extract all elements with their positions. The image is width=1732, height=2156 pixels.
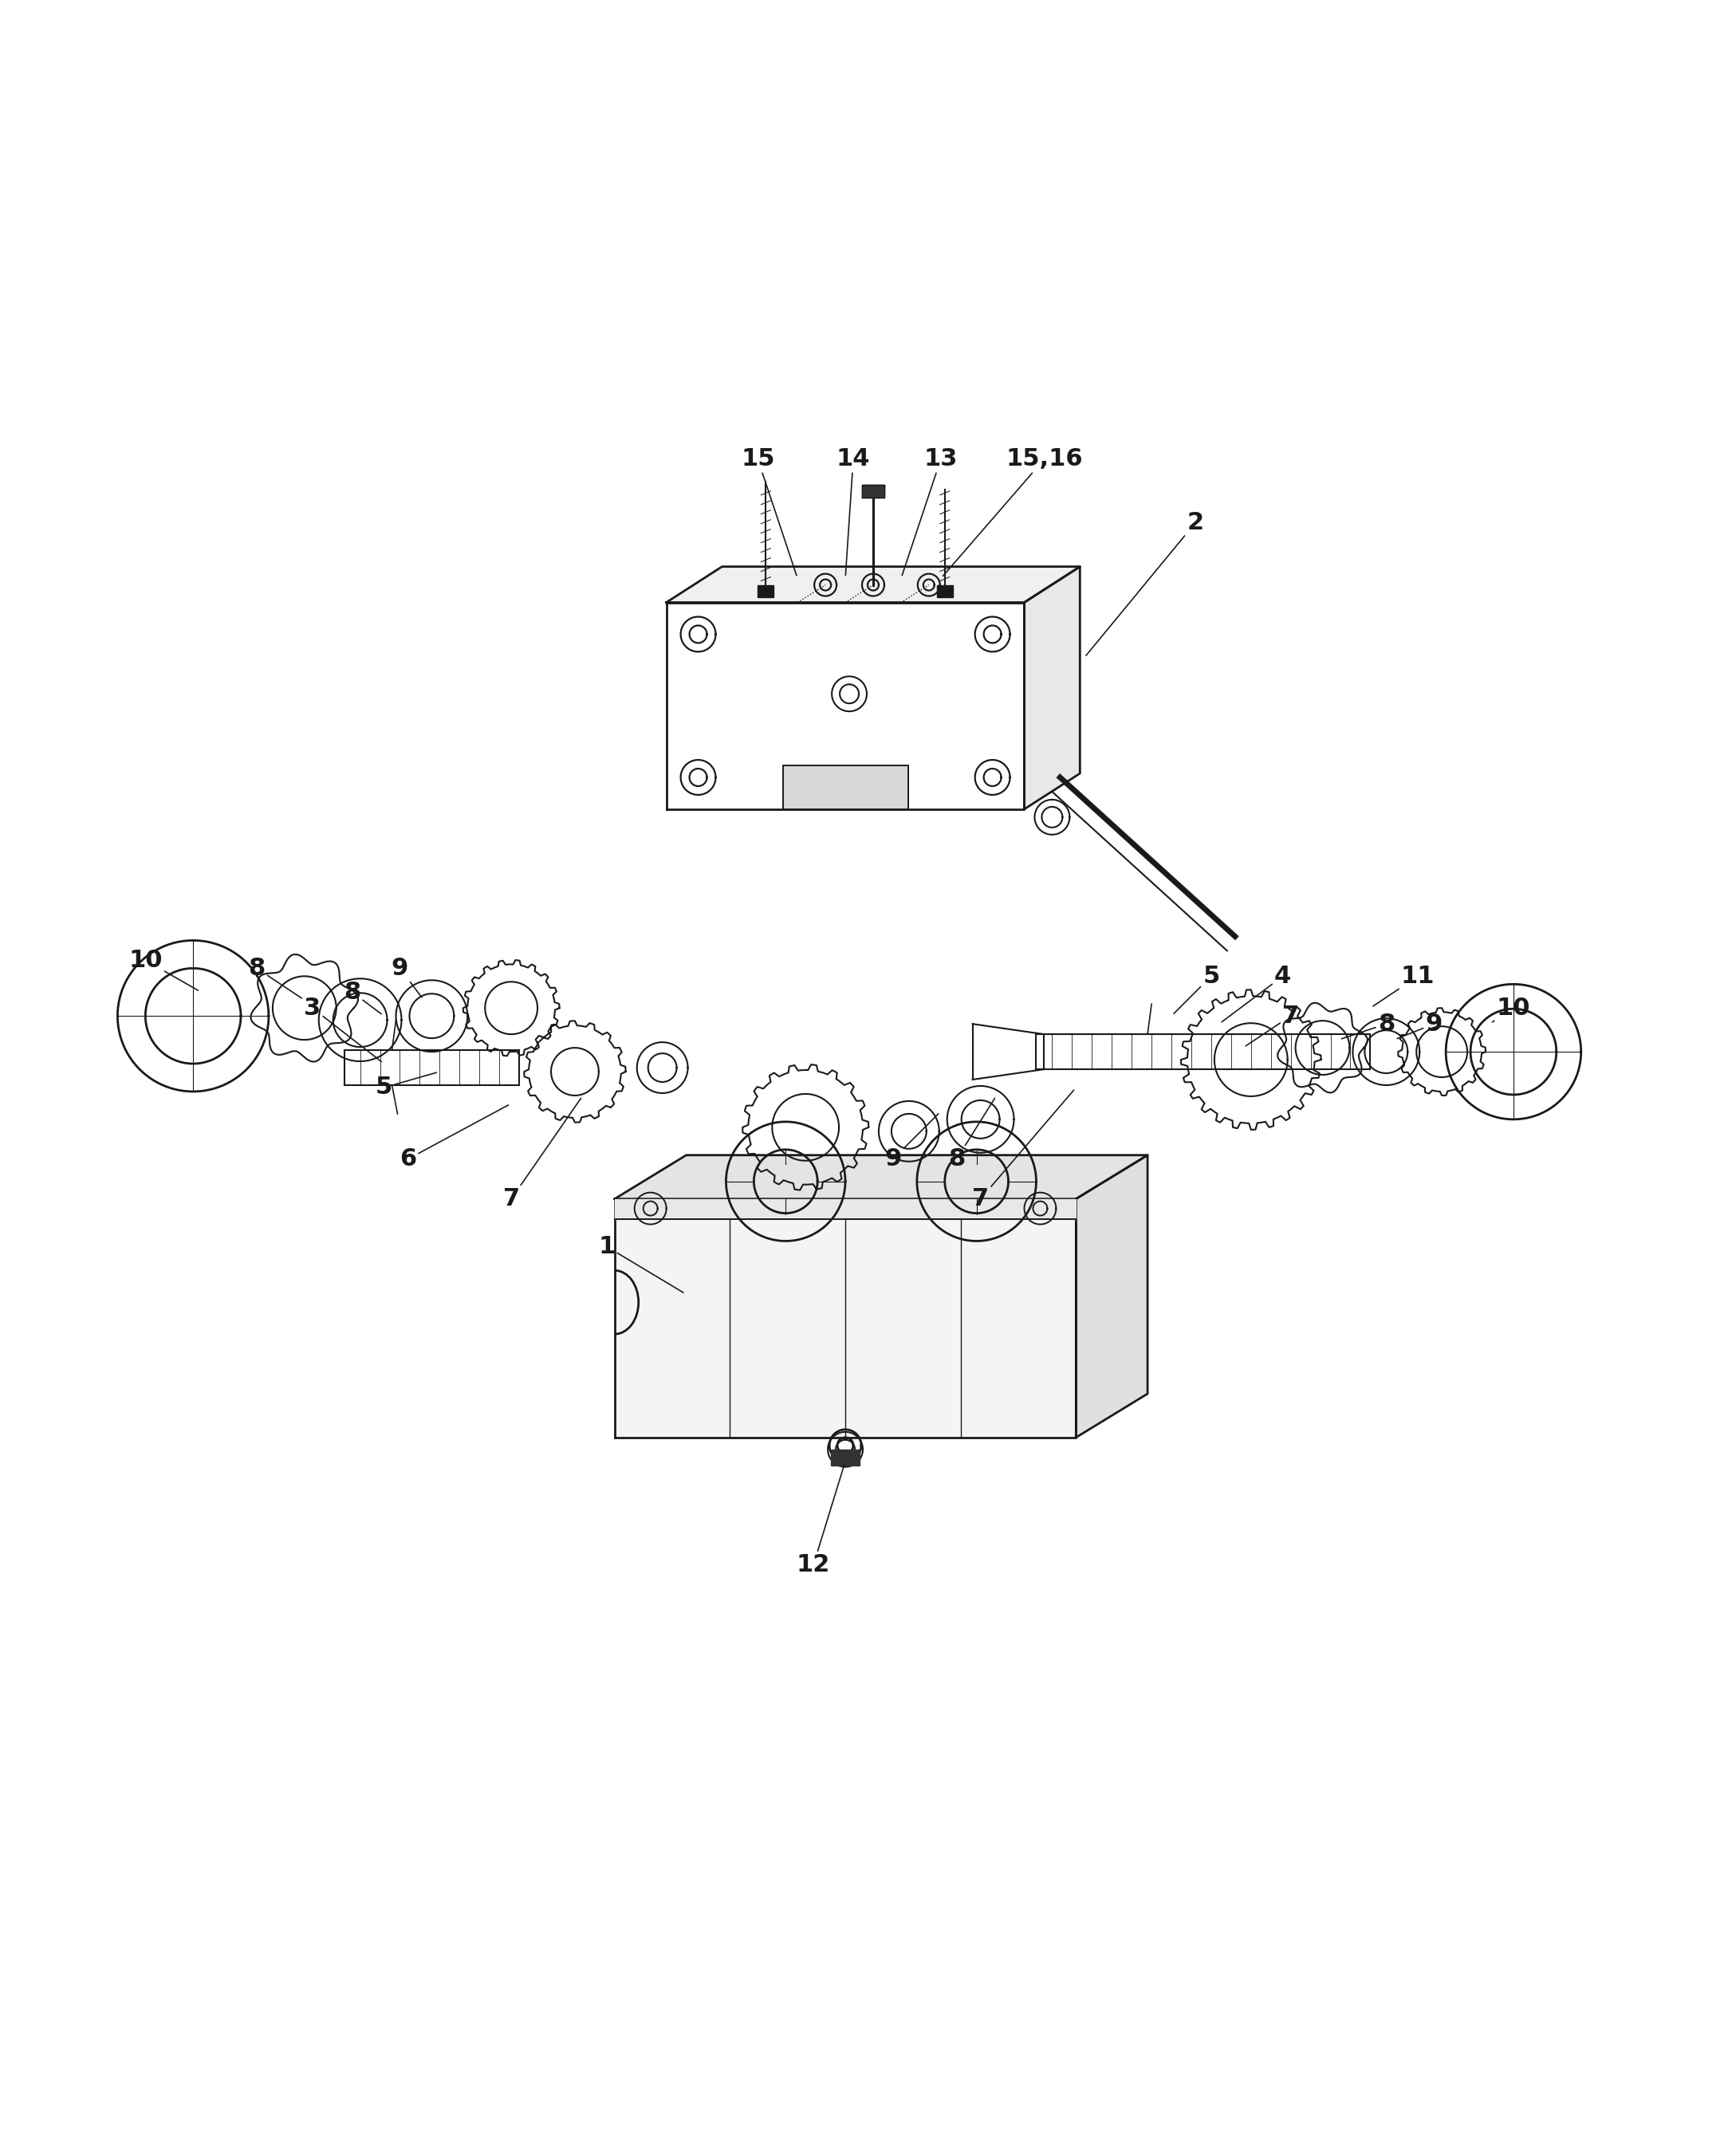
Text: 1: 1 bbox=[598, 1235, 684, 1294]
Text: 12: 12 bbox=[797, 1464, 843, 1576]
Text: 8: 8 bbox=[947, 1097, 994, 1171]
Polygon shape bbox=[831, 1449, 859, 1466]
Polygon shape bbox=[1024, 567, 1081, 808]
Text: 15: 15 bbox=[741, 448, 797, 576]
Text: 9: 9 bbox=[1398, 1013, 1443, 1039]
Text: 3: 3 bbox=[305, 996, 381, 1061]
Text: 14: 14 bbox=[837, 448, 869, 576]
Polygon shape bbox=[615, 1156, 1148, 1199]
Text: 7: 7 bbox=[972, 1091, 1074, 1210]
Polygon shape bbox=[1076, 1156, 1148, 1438]
Polygon shape bbox=[615, 1199, 1076, 1218]
Text: 8: 8 bbox=[343, 981, 381, 1013]
Text: 2: 2 bbox=[1086, 511, 1204, 655]
Text: 4: 4 bbox=[1221, 964, 1292, 1022]
Polygon shape bbox=[667, 567, 1081, 602]
Text: 5: 5 bbox=[376, 1072, 436, 1100]
Text: 8: 8 bbox=[1342, 1013, 1394, 1039]
Polygon shape bbox=[863, 485, 885, 498]
Text: 8: 8 bbox=[248, 957, 301, 998]
Polygon shape bbox=[937, 584, 953, 597]
Polygon shape bbox=[759, 584, 774, 597]
Text: 7: 7 bbox=[502, 1097, 580, 1210]
Text: 9: 9 bbox=[885, 1115, 939, 1171]
Polygon shape bbox=[615, 1199, 1076, 1438]
Text: 13: 13 bbox=[902, 448, 958, 576]
Text: 6: 6 bbox=[400, 1106, 507, 1171]
Text: 10: 10 bbox=[128, 949, 197, 990]
Text: 15,16: 15,16 bbox=[942, 448, 1082, 576]
Text: 11: 11 bbox=[1373, 964, 1434, 1007]
Text: 5: 5 bbox=[1174, 964, 1219, 1013]
Bar bbox=[783, 765, 909, 808]
Text: 10: 10 bbox=[1493, 996, 1531, 1022]
Text: 9: 9 bbox=[391, 957, 423, 998]
Text: 7: 7 bbox=[1245, 1005, 1299, 1046]
